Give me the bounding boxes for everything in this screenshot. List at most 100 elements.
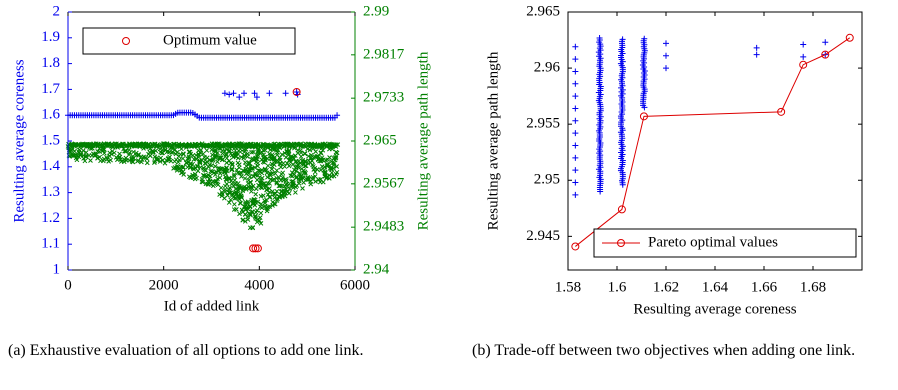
path-length-point: [100, 146, 106, 152]
path-length-point: [73, 155, 79, 161]
path-length-point: [237, 211, 242, 217]
coreness-point: [334, 112, 341, 119]
option-point: [663, 40, 669, 47]
path-length-point: [215, 159, 220, 165]
path-length-point: [233, 186, 239, 192]
option-point: [572, 56, 579, 63]
path-length-point: [106, 159, 112, 164]
path-length-point: [157, 159, 163, 164]
path-length-point: [245, 151, 250, 157]
path-length-point: [154, 157, 160, 163]
path-length-point: [109, 151, 115, 157]
y-right-tick-label: 2.965: [363, 132, 397, 148]
path-length-point: [213, 154, 219, 160]
path-length-point: [192, 176, 198, 182]
legend-a: Optimum value: [82, 27, 296, 55]
y-tick-label: 2.955: [526, 116, 560, 132]
legend-label: Pareto optimal values: [648, 234, 778, 250]
option-point: [572, 68, 579, 75]
path-length-point: [248, 180, 254, 185]
path-length-point: [281, 160, 286, 166]
coreness-point: [293, 88, 300, 95]
path-length-point: [197, 150, 203, 155]
path-length-point: [201, 173, 207, 178]
y-tick-label: 2.965: [526, 3, 560, 19]
path-length-point: [290, 154, 296, 160]
path-length-point: [298, 154, 304, 159]
path-length-point: [232, 201, 237, 207]
path-length-point: [223, 171, 229, 176]
caption-a: (a) Exhaustive evaluation of all options…: [8, 342, 364, 359]
path-length-point: [327, 155, 332, 160]
chart-a: 0 2000 4000 6000 Id of added link 1 1.1 1.2 1.3 1…: [11, 3, 431, 314]
path-length-point: [245, 217, 251, 222]
y-tick-label: 2.96: [534, 60, 561, 76]
path-length-point: [218, 185, 224, 191]
path-length-point: [265, 174, 270, 180]
path-length-point: [257, 218, 262, 223]
option-point: [641, 35, 648, 42]
path-length-point: [242, 176, 248, 181]
path-length-point: [234, 146, 240, 152]
path-length-point: [335, 142, 341, 147]
path-length-point: [286, 149, 292, 154]
path-length-point: [293, 159, 298, 165]
path-length-point: [274, 168, 280, 173]
path-length-point: [242, 219, 248, 224]
path-length-point: [78, 151, 83, 157]
optimum-marker: [253, 244, 262, 253]
path-length-point: [171, 166, 176, 171]
path-length-point: [247, 160, 253, 166]
path-length-point: [296, 165, 301, 170]
path-length-point: [222, 189, 228, 195]
path-length-point: [233, 150, 238, 156]
path-length-point: [171, 141, 177, 147]
path-length-point: [286, 190, 292, 196]
path-length-point: [168, 158, 174, 164]
path-length-point: [331, 160, 337, 166]
path-length-point: [101, 147, 107, 152]
path-length-point: [234, 190, 239, 196]
x-tick-label: 4000: [244, 277, 274, 293]
path-length-point: [280, 175, 285, 180]
option-point: [753, 51, 760, 58]
y-left-tick-label: 1.6: [41, 107, 60, 123]
path-length-point: [83, 154, 89, 160]
path-length-point: [290, 143, 296, 149]
path-length-point: [239, 195, 245, 201]
path-length-point: [259, 185, 265, 191]
path-length-point: [333, 171, 339, 177]
optimum-marker: [251, 244, 260, 253]
path-length-point: [245, 199, 251, 205]
path-length-point: [135, 158, 140, 164]
pareto-point: [777, 107, 786, 116]
option-point: [596, 35, 603, 42]
path-length-point: [226, 200, 232, 205]
y-left-tick-label: 1: [53, 261, 61, 277]
path-length-point: [257, 144, 263, 149]
path-length-point: [239, 174, 244, 179]
path-length-point: [274, 159, 279, 165]
path-length-point: [290, 180, 296, 186]
path-length-point: [277, 155, 282, 161]
path-length-point: [307, 147, 313, 153]
path-length-point: [188, 164, 194, 170]
path-length-point: [241, 155, 247, 161]
option-point: [663, 65, 669, 72]
option-point: [572, 179, 579, 186]
path-length-point: [255, 199, 261, 205]
path-length-point: [292, 145, 297, 151]
optimum-marker: [292, 87, 301, 96]
path-length-point: [243, 146, 249, 152]
x-tick-label: 6000: [340, 277, 370, 293]
coreness-point: [282, 90, 289, 97]
path-length-point: [211, 148, 217, 153]
path-length-point: [327, 163, 333, 169]
path-length-point: [282, 164, 288, 169]
path-length-point: [153, 148, 159, 154]
path-length-point: [312, 165, 318, 171]
path-length-point: [254, 208, 260, 213]
option-point: [822, 39, 829, 46]
path-length-point: [319, 157, 324, 163]
